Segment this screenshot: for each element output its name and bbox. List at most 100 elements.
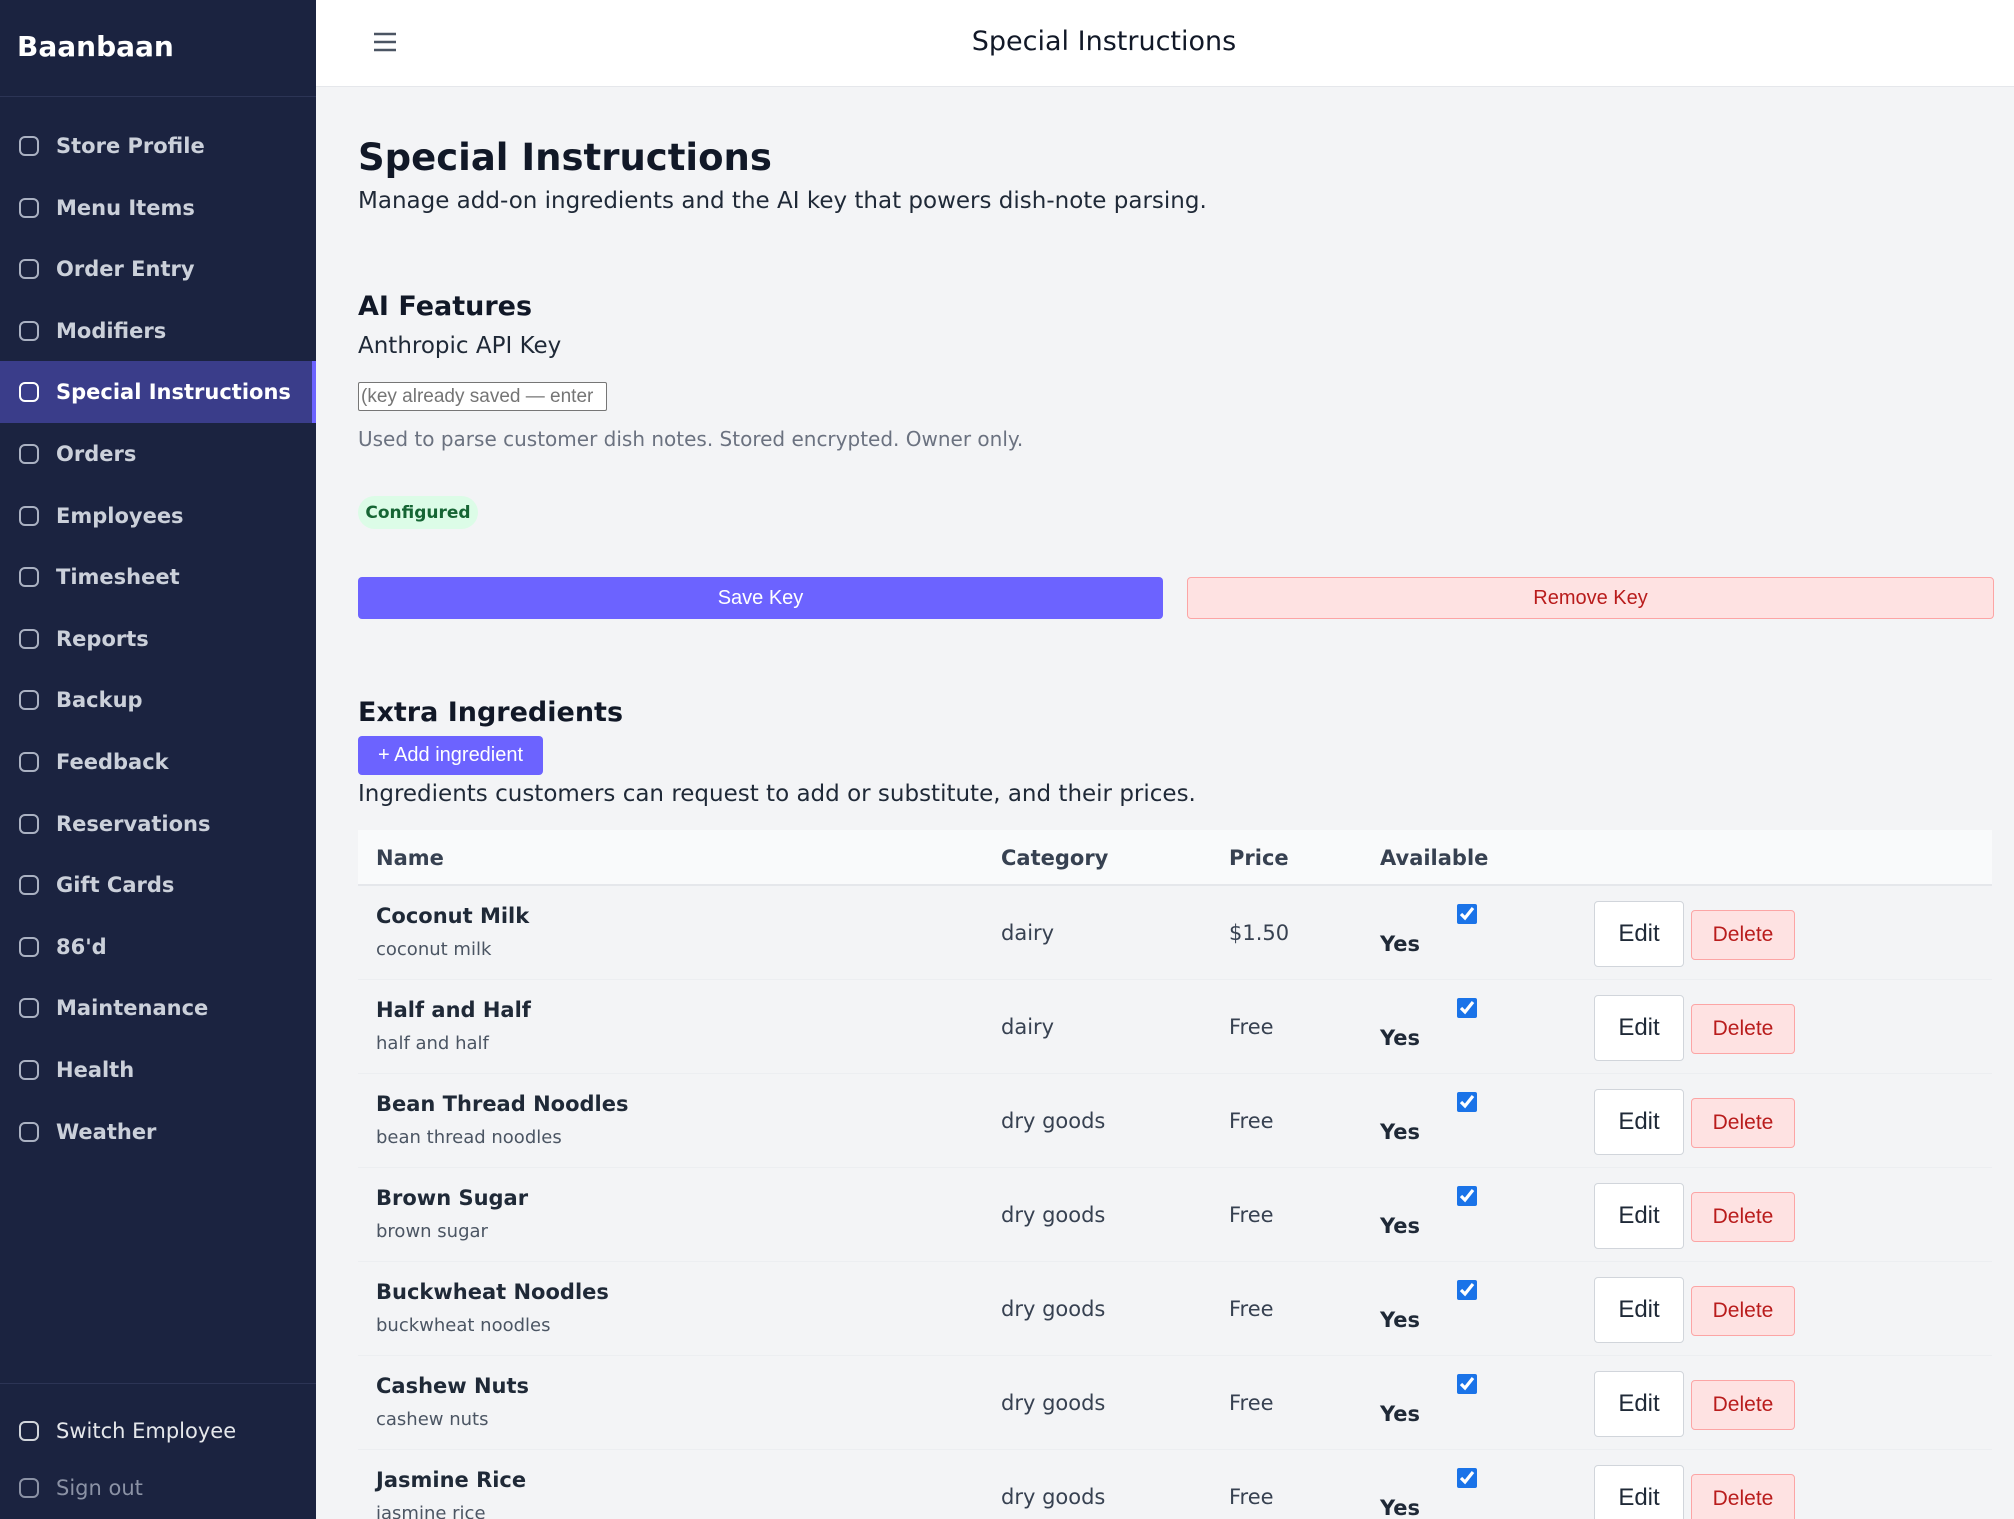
nav-item[interactable]: Switch Employee — [0, 1400, 316, 1462]
nav-icon — [19, 136, 39, 156]
ingredient-key: buckwheat noodles — [376, 1315, 551, 1336]
nav-item[interactable]: Store Profile — [0, 115, 316, 177]
ingredient-key: brown sugar — [376, 1221, 488, 1242]
nav-item[interactable]: Modifiers — [0, 300, 316, 362]
header-title: Special Instructions — [971, 26, 1237, 57]
category: dry goods — [1001, 1485, 1106, 1509]
nav-item[interactable]: Health — [0, 1039, 316, 1101]
edit-button[interactable]: Edit — [1594, 1277, 1684, 1343]
nav-item[interactable]: Backup — [0, 669, 316, 731]
page-title: Special Instructions — [358, 136, 772, 179]
ingredient-name: Cashew Nuts — [376, 1374, 530, 1398]
ingredient-name: Bean Thread Noodles — [376, 1092, 629, 1116]
price: Free — [1229, 1297, 1274, 1321]
field-label: Anthropic API Key — [358, 333, 562, 359]
edit-button[interactable]: Edit — [1594, 1089, 1684, 1155]
nav-icon — [19, 1121, 39, 1142]
nav-icon — [19, 567, 39, 588]
nav-item[interactable]: Special Instructions — [0, 361, 316, 424]
available-checkbox[interactable] — [1457, 1280, 1477, 1300]
price: Free — [1229, 1203, 1274, 1227]
delete-button[interactable]: Delete — [1691, 910, 1795, 960]
delete-button[interactable]: Delete — [1691, 1192, 1795, 1242]
nav-label: Modifiers — [56, 318, 167, 343]
available-checkbox[interactable] — [1457, 904, 1477, 924]
nav-item[interactable]: Menu Items — [0, 177, 316, 239]
nav-label: Gift Cards — [56, 873, 175, 898]
divider — [0, 1383, 316, 1384]
nav-label: 86'd — [56, 934, 107, 959]
price: Free — [1229, 1485, 1274, 1509]
delete-button[interactable]: Delete — [1691, 1286, 1795, 1336]
nav-item[interactable]: Reservations — [0, 793, 316, 855]
nav-item[interactable]: Reports — [0, 608, 316, 670]
page-subtitle: Manage add-on ingredients and the AI key… — [358, 188, 1207, 214]
available-checkbox[interactable] — [1457, 998, 1477, 1018]
nav-label: Timesheet — [56, 565, 180, 590]
row — [358, 1261, 1992, 1356]
available: Yes — [1380, 1120, 1421, 1144]
nav-item[interactable]: Weather — [0, 1101, 316, 1163]
nav-icon — [19, 813, 39, 834]
row — [358, 979, 1992, 1074]
nav-item[interactable]: Maintenance — [0, 977, 316, 1039]
delete-button[interactable]: Delete — [1691, 1380, 1795, 1430]
nav-item[interactable]: Gift Cards — [0, 854, 316, 916]
nav-icon — [19, 1421, 39, 1441]
remove-key-button[interactable]: Remove Key — [1187, 577, 1994, 619]
available-checkbox[interactable] — [1457, 1468, 1477, 1488]
nav-label: Special Instructions — [56, 380, 291, 405]
available-checkbox[interactable] — [1457, 1092, 1477, 1112]
add-ingredient-button[interactable]: + Add ingredient — [358, 736, 543, 775]
save-key-button[interactable]: Save Key — [358, 577, 1163, 619]
edit-button[interactable]: Edit — [1594, 1465, 1684, 1519]
nav-item[interactable]: Employees — [0, 485, 316, 547]
nav-label: Health — [56, 1058, 135, 1082]
ingredient-name: Half and Half — [376, 998, 531, 1022]
available-checkbox[interactable] — [1457, 1374, 1477, 1394]
nav-item[interactable]: Feedback — [0, 731, 316, 793]
delete-button[interactable]: Delete — [1691, 1474, 1795, 1519]
available: Yes — [1380, 932, 1421, 956]
row — [358, 1167, 1992, 1262]
column-header: Available — [1380, 846, 1489, 870]
api-key-input[interactable] — [358, 382, 607, 411]
delete-button[interactable]: Delete — [1691, 1004, 1795, 1054]
edit-button[interactable]: Edit — [1594, 995, 1684, 1061]
nav-label: Weather — [56, 1119, 157, 1144]
nav-item[interactable]: Order Entry — [0, 238, 316, 300]
menu-toggle[interactable] — [372, 31, 398, 53]
available-checkbox[interactable] — [1457, 1186, 1477, 1206]
ingredient-name: Jasmine Rice — [376, 1468, 527, 1492]
edit-button[interactable]: Edit — [1594, 901, 1684, 967]
nav-icon — [19, 1060, 39, 1080]
column-header: Price — [1229, 846, 1289, 870]
ingredient-key: cashew nuts — [376, 1409, 489, 1430]
nav-icon — [19, 998, 39, 1019]
row — [358, 1073, 1992, 1168]
price: Free — [1229, 1109, 1274, 1133]
ingredient-key: half and half — [376, 1033, 489, 1054]
nav-icon — [19, 936, 39, 957]
nav-label: Backup — [56, 688, 143, 713]
available: Yes — [1380, 1402, 1421, 1426]
nav-icon — [19, 444, 39, 464]
category: dry goods — [1001, 1391, 1106, 1415]
nav-label: Menu Items — [56, 195, 195, 220]
nav-item[interactable]: Timesheet — [0, 546, 316, 608]
nav-icon — [19, 259, 39, 280]
row — [358, 885, 1992, 980]
edit-button[interactable]: Edit — [1594, 1183, 1684, 1249]
nav-item[interactable]: 86'd — [0, 916, 316, 978]
edit-button[interactable]: Edit — [1594, 1371, 1684, 1437]
category: dry goods — [1001, 1297, 1106, 1321]
nav-icon — [19, 382, 39, 403]
nav-item[interactable]: Sign out — [0, 1457, 316, 1519]
nav-label: Maintenance — [56, 996, 209, 1021]
delete-button[interactable]: Delete — [1691, 1098, 1795, 1148]
section-title: AI Features — [358, 291, 533, 322]
nav-label: Employees — [56, 503, 184, 528]
nav-label: Sign out — [56, 1476, 143, 1500]
nav-item[interactable]: Orders — [0, 423, 316, 485]
